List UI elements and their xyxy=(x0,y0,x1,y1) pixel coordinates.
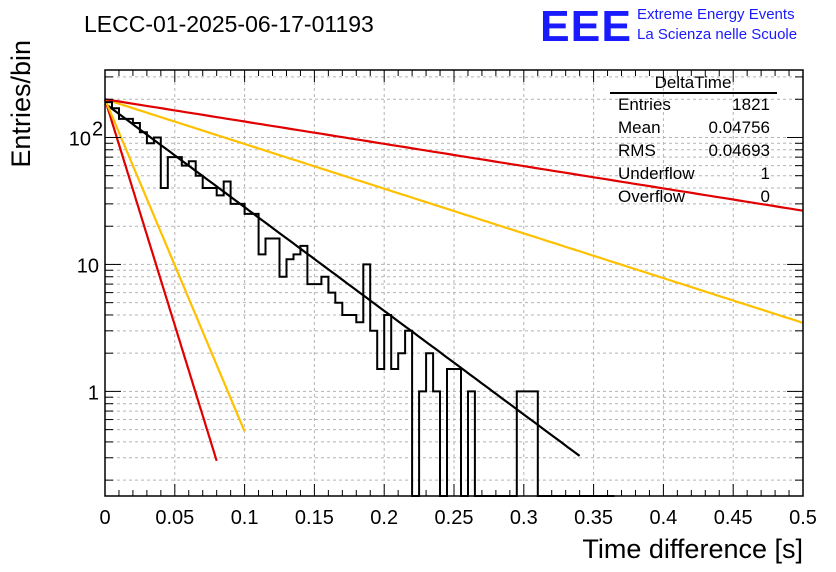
x-tick-label: 0.25 xyxy=(435,507,474,529)
stats-box: DeltaTime Entries 1821 Mean 0.04756 RMS 0.046… xyxy=(610,73,777,206)
stats-row-value: 0 xyxy=(761,187,770,206)
y-tick-label: 10 xyxy=(77,255,99,277)
x-tick-label: 0.3 xyxy=(510,507,538,529)
eee-logo-mark: EEE xyxy=(540,2,632,51)
x-tick-label: 0.45 xyxy=(714,507,753,529)
y-tick-label: 10 xyxy=(69,128,91,150)
eee-logo-line2: La Scienza nelle Scuole xyxy=(637,26,797,43)
eee-logo-line1: Extreme Energy Events xyxy=(637,6,795,23)
fit-curve xyxy=(104,98,804,324)
stats-row-label: Underflow xyxy=(618,164,695,183)
fit-curve xyxy=(103,98,218,462)
fit-curve xyxy=(107,104,581,457)
stats-row-label: Mean xyxy=(618,118,661,137)
fit-curve xyxy=(103,98,246,432)
stats-row-value: 0.04756 xyxy=(709,118,770,137)
x-tick-label: 0 xyxy=(99,507,110,529)
stats-row-value: 1821 xyxy=(732,95,770,114)
histogram-line xyxy=(105,101,615,497)
y-axis-label: Entries/bin xyxy=(6,40,36,168)
chart-title: LECC-01-2025-06-17-01193 xyxy=(84,11,374,37)
x-tick-label: 0.1 xyxy=(231,507,259,529)
x-tick-label: 0.35 xyxy=(574,507,613,529)
fit-curves xyxy=(103,98,804,462)
stats-row-label: Entries xyxy=(618,95,671,114)
x-tick-label: 0.05 xyxy=(155,507,194,529)
grid xyxy=(105,70,803,496)
eee-logo: EEE Extreme Energy Events La Scienza nel… xyxy=(540,2,797,51)
x-axis-ticks: 0 0.05 0.1 0.15 0.2 0.25 0.3 0.35 0.4 0.45 0.5 xyxy=(99,70,817,529)
y-tick-label-exponent: 2 xyxy=(92,118,103,140)
stats-row-value: 0.04693 xyxy=(709,141,770,160)
x-axis-label: Time difference [s] xyxy=(582,534,803,564)
stats-row-value: 1 xyxy=(761,164,770,183)
x-tick-label: 0.2 xyxy=(370,507,398,529)
x-tick-label: 0.15 xyxy=(295,507,334,529)
histogram-series xyxy=(105,101,615,497)
fit-curve xyxy=(104,98,804,212)
stats-row-label: Overflow xyxy=(618,187,686,206)
stats-box-title: DeltaTime xyxy=(655,73,732,92)
x-tick-label: 0.5 xyxy=(789,507,817,529)
stats-row-label: RMS xyxy=(618,141,656,160)
x-tick-label: 0.4 xyxy=(649,507,677,529)
y-tick-label: 1 xyxy=(88,382,99,404)
